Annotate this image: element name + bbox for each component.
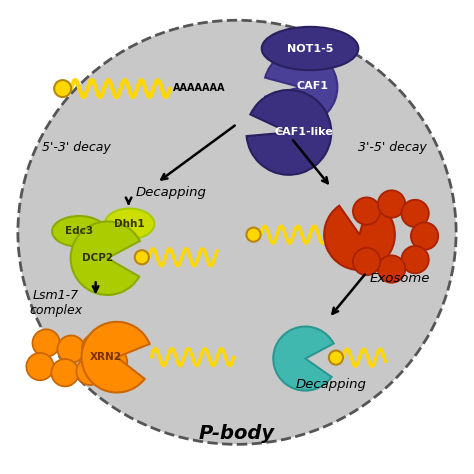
Circle shape [353, 248, 380, 275]
Circle shape [27, 353, 54, 380]
Text: Edc3: Edc3 [65, 227, 93, 237]
Wedge shape [273, 327, 334, 391]
Wedge shape [265, 50, 337, 124]
Circle shape [329, 351, 343, 365]
Text: 5'-3' decay: 5'-3' decay [42, 141, 111, 154]
Circle shape [82, 334, 109, 361]
Circle shape [378, 255, 405, 283]
Circle shape [401, 246, 429, 273]
Text: Lsm1-7
complex: Lsm1-7 complex [29, 289, 82, 317]
Text: Dhh1: Dhh1 [114, 219, 145, 229]
Text: DCP2: DCP2 [82, 253, 114, 263]
Circle shape [54, 80, 71, 97]
Circle shape [353, 197, 380, 225]
Wedge shape [71, 221, 140, 295]
Text: NOT1-5: NOT1-5 [287, 44, 333, 54]
Circle shape [76, 357, 104, 385]
Circle shape [411, 222, 438, 250]
Ellipse shape [18, 20, 456, 444]
Circle shape [378, 191, 405, 218]
Text: P-body: P-body [199, 425, 275, 444]
Text: Decapping: Decapping [136, 186, 207, 199]
Circle shape [246, 228, 261, 242]
Ellipse shape [262, 27, 358, 70]
Circle shape [33, 329, 60, 357]
Text: XRN2: XRN2 [90, 352, 122, 362]
Text: 3'-5' decay: 3'-5' decay [358, 141, 427, 154]
Ellipse shape [52, 216, 106, 246]
Text: AAAAAAA: AAAAAAA [173, 82, 226, 92]
Text: CAF1-like: CAF1-like [274, 128, 333, 137]
Ellipse shape [105, 209, 155, 239]
Wedge shape [324, 201, 395, 270]
Wedge shape [82, 322, 150, 392]
Circle shape [100, 348, 127, 375]
Text: CAF1: CAF1 [296, 81, 328, 91]
Circle shape [51, 359, 79, 386]
Circle shape [401, 200, 429, 227]
Wedge shape [246, 90, 331, 175]
Circle shape [135, 250, 149, 264]
Circle shape [57, 336, 85, 363]
Text: Decapping: Decapping [296, 377, 367, 391]
Text: Exosome: Exosome [369, 272, 430, 285]
